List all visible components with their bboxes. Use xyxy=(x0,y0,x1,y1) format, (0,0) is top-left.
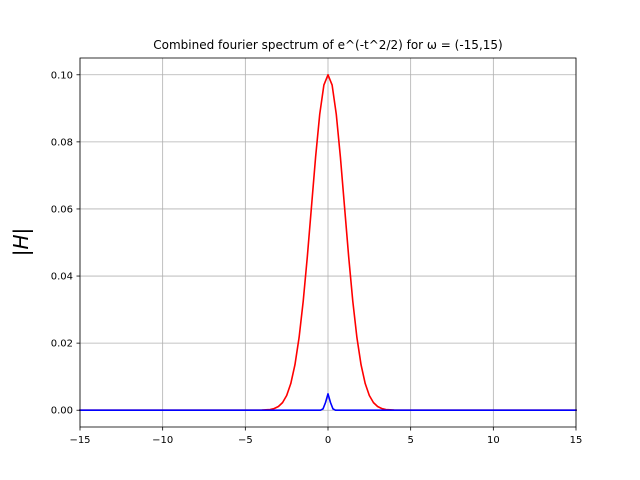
x-tick-label: 10 xyxy=(487,435,500,446)
x-axis: −15 −10 −5 0 5 10 15 xyxy=(69,427,582,446)
series-line-2 xyxy=(79,392,577,412)
x-tick-label: 15 xyxy=(570,435,583,446)
x-tick-label: −15 xyxy=(69,435,90,446)
x-tick-label: −5 xyxy=(238,435,253,446)
chart-title: Combined fourier spectrum of e^(-t^2/2) … xyxy=(153,38,502,52)
y-axis: 0.00 0.02 0.04 0.06 0.08 0.10 xyxy=(51,70,80,417)
y-tick-label: 0.06 xyxy=(51,204,73,215)
y-tick-label: 0.04 xyxy=(51,272,73,283)
series-layer xyxy=(79,73,577,412)
x-tick-label: 0 xyxy=(325,435,331,446)
series-line-1 xyxy=(79,73,577,412)
y-axis-label: |H| xyxy=(9,228,33,257)
y-tick-label: 0.00 xyxy=(51,406,73,417)
y-tick-label: 0.02 xyxy=(51,339,73,350)
x-tick-label: 5 xyxy=(407,435,413,446)
y-tick-label: 0.10 xyxy=(51,70,73,81)
y-tick-label: 0.08 xyxy=(51,137,73,148)
x-tick-label: −10 xyxy=(152,435,173,446)
